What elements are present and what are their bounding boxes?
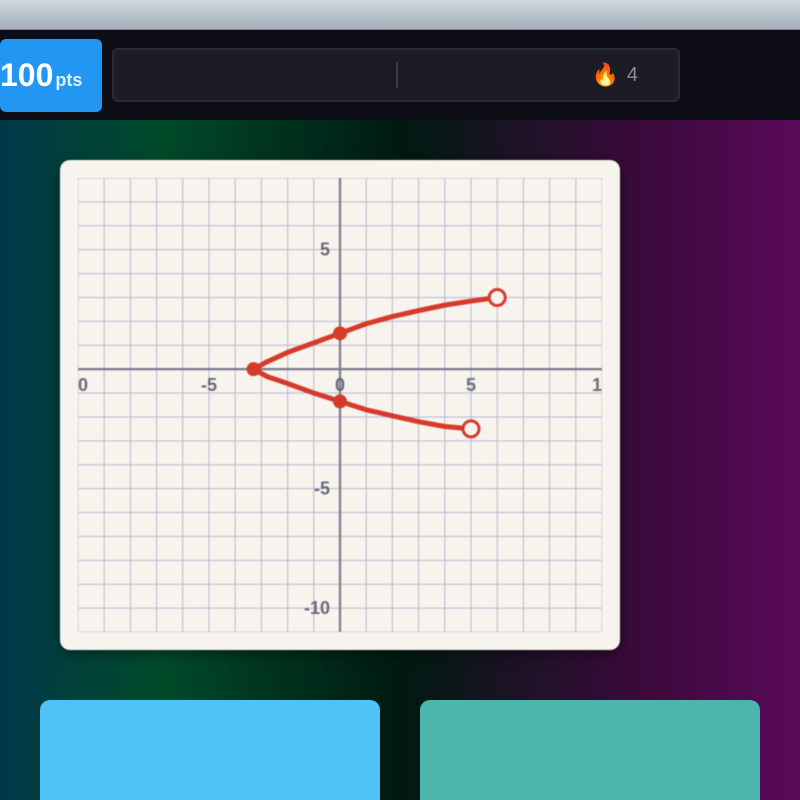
answer-option-2[interactable] — [420, 700, 760, 800]
svg-text:-5: -5 — [314, 479, 330, 499]
answer-option-1[interactable] — [40, 700, 380, 800]
flame-icon: 🔥 — [591, 62, 618, 88]
chart-card: 10 -5 0 5 10 5 -5 -10 — [60, 160, 620, 650]
streak-divider — [396, 62, 398, 88]
points-suffix: pts — [55, 70, 82, 91]
points-value: 100 — [0, 57, 53, 94]
svg-text:5: 5 — [466, 375, 476, 395]
browser-chrome — [0, 0, 800, 30]
svg-text:5: 5 — [320, 240, 330, 260]
streak-bar: 🔥 4 — [112, 48, 680, 102]
question-area: 10 -5 0 5 10 5 -5 -10 — [0, 120, 800, 800]
svg-text:10: 10 — [78, 375, 88, 395]
streak-count: 4 — [627, 64, 638, 87]
chart-svg: 10 -5 0 5 10 5 -5 -10 — [78, 178, 602, 632]
svg-text:0: 0 — [335, 375, 345, 395]
quiz-top-bar: 100 pts 🔥 4 — [0, 30, 800, 120]
svg-text:-5: -5 — [201, 375, 217, 395]
svg-text:-10: -10 — [304, 598, 330, 618]
points-badge: 100 pts — [0, 39, 102, 112]
answer-panels — [0, 700, 800, 800]
chart: 10 -5 0 5 10 5 -5 -10 — [78, 178, 602, 632]
svg-text:10: 10 — [592, 375, 602, 395]
